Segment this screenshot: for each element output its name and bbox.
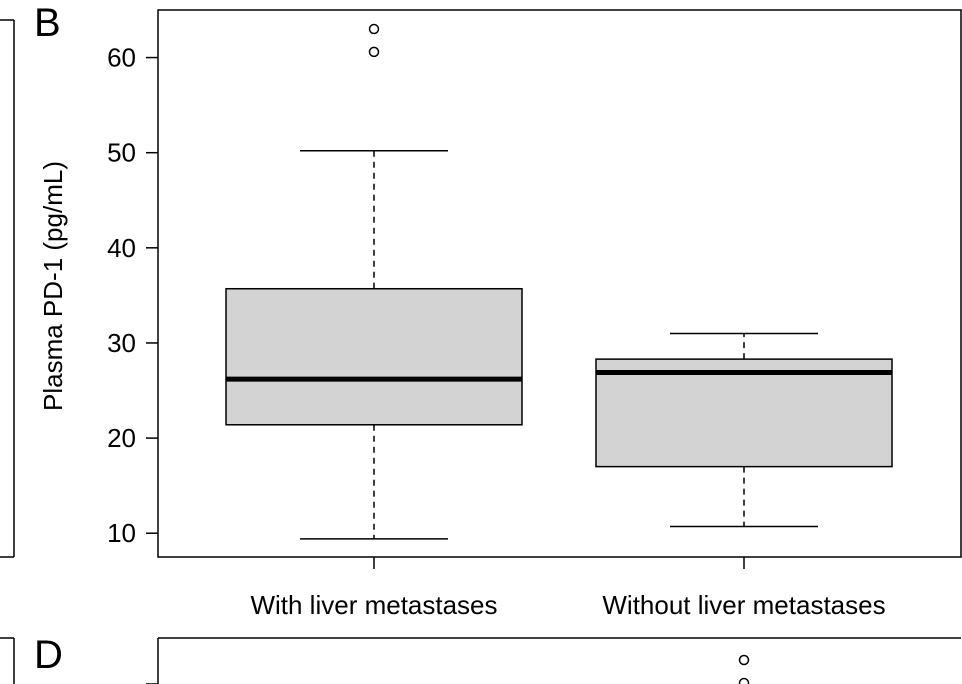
y-tick-label: 30 (107, 328, 136, 358)
y-tick-label: 10 (107, 518, 136, 548)
outlier-point (368, 23, 380, 35)
x-axis: With liver metastases Without liver metas… (250, 557, 886, 620)
plot-b-frame (157, 9, 962, 558)
y-tick-label: 20 (107, 423, 136, 453)
plot-d-outlier-point (738, 654, 750, 666)
x-tick-label: Without liver metastases (602, 590, 885, 620)
panel-b-label: B (34, 1, 61, 45)
panel-d-label: D (34, 633, 63, 677)
y-tick-label: 50 (107, 138, 136, 168)
box-iqr (595, 358, 893, 468)
outlier-point (368, 46, 380, 58)
x-tick-label: With liver metastases (250, 590, 497, 620)
box-without-liver-metastases (595, 332, 893, 528)
y-axis-label: Plasma PD-1 (pg/mL) (38, 161, 68, 411)
plot-d-outlier-point (738, 677, 750, 684)
box-iqr (225, 287, 523, 426)
y-axis: 10 20 30 40 50 60 (107, 43, 158, 548)
box-with-liver-metastases (225, 23, 523, 540)
y-tick-label: 60 (107, 43, 136, 73)
y-tick-label: 40 (107, 233, 136, 263)
plot-b (225, 23, 893, 540)
